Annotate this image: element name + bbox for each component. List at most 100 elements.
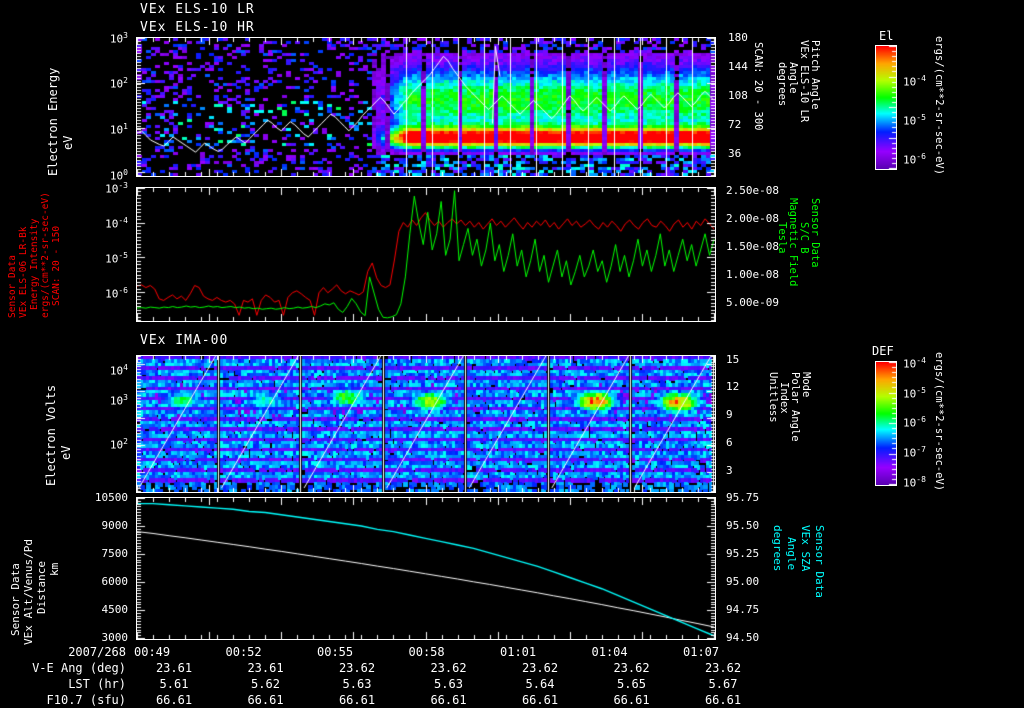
panel1-title-hr: VEx ELS-10 HR [140,20,255,35]
table-cell-time-1: 00:52 [225,645,262,659]
p3-left-axis-unit: eV [59,445,73,460]
p1-ytick-1000: 103 [109,31,128,46]
p1-right-tick-108: 108 [728,89,748,102]
p2-ytick-1e-6: 10-6 [105,286,128,301]
panel-els-spectrogram[interactable] [136,37,716,177]
table-row-label-f107: F10.7 (sfu) [46,693,126,707]
p1-right-axis-label-3: Angle [787,62,799,94]
p1-right-axis-label-4: degrees [776,62,788,107]
table-cell-f107-6: 66.61 [704,693,742,707]
colorbar-el [875,45,897,170]
p3-ytick-1e3: 103 [109,393,128,408]
p3-right-tick-3: 3 [726,464,733,477]
p2-ytick-1e-5: 10-5 [105,251,128,266]
p1-left-axis-unit: eV [61,135,75,150]
table-cell-lst-5: 5.65 [617,677,646,691]
p4-right-tick-6: 94.50 [726,631,760,644]
table-cell-ve_ang-6: 23.62 [704,661,742,675]
p2-right-axis-label-1: Sensor Data [809,198,821,268]
table-cell-f107-4: 66.61 [521,693,559,707]
p1-right-tick-180: 180 [728,31,748,44]
table-cell-lst-3: 5.63 [434,677,463,691]
panel-energy-intensity-bfield[interactable] [136,187,716,322]
p4-ytick-4500: 4500 [101,603,129,616]
cb2-tick-4: 10-7 [903,445,926,460]
p3-right-axis-label-2: Polar Angle [789,372,801,442]
p4-ytick-10500: 10500 [94,491,128,504]
p1-right-axis-label-5: SCAN: 20 - 300 [752,42,764,131]
table-cell-lst-0: 5.61 [159,677,189,691]
p4-right-tick-3: 95.25 [726,547,760,560]
p3-ytick-1e4: 104 [109,363,128,378]
p2-ytick-1e-4: 10-4 [105,216,128,231]
colorbar-def [875,361,897,486]
panel-altitude-sza[interactable] [136,497,716,640]
p4-right-axis-label-1: Sensor Data [813,525,826,598]
p1-right-axis-label-1: Pitch Angle [809,40,821,110]
table-cell-f107-1: 66.61 [247,693,284,707]
p2-left-axis-label-1: Sensor Data [7,255,18,318]
p2-left-axis-label-4: ergs/(cm**2-sr-sec-eV) [40,192,51,318]
table-cell-lst-1: 5.62 [251,677,280,691]
table-cell-lst-6: 5.67 [708,677,738,691]
cb1-tick-1: 10-4 [903,74,926,89]
p3-right-axis-label-4: Unitless [767,372,779,423]
panel1-title-lr: VEx ELS-10 LR [140,2,255,17]
p2-ytick-1e-3: 10-3 [105,181,128,196]
p2-right-axis-label-3: Magnetic Field [787,198,799,287]
p4-right-tick-2: 95.50 [726,519,760,532]
p3-right-axis-label-3: Index [778,382,790,414]
p4-left-axis-label-4: km [48,562,61,576]
cb1-unit-label: ergs/(cm**2-sr-sec-eV) [933,36,945,176]
cb2-tick-3: 10-6 [903,415,926,430]
table-cell-time-0: 00:49 [134,645,171,659]
table-row-label-date: 2007/268 [68,645,126,659]
p2-right-tick-4: 1.00e-08 [726,268,779,281]
p4-right-axis-label-4: degrees [771,525,784,572]
p2-right-tick-1: 2.50e-08 [726,184,779,197]
p1-right-axis-label-2: VEx ELS-10 LR [798,40,810,123]
panel-ima-spectrogram[interactable] [136,355,716,493]
p1-ytick-1: 100 [109,168,128,183]
p3-right-axis-label-1: Mode [800,372,812,398]
table-cell-time-2: 00:55 [317,645,354,659]
p2-right-tick-5: 5.00e-09 [726,296,779,309]
table-cell-f107-2: 66.61 [338,693,376,707]
table-cell-ve_ang-3: 23.62 [430,661,467,675]
p1-ytick-100: 102 [109,76,128,91]
colorbar-def-title: DEF [872,344,894,358]
p4-right-axis-label-3: Angle [785,537,798,571]
p3-right-tick-9: 9 [726,408,733,421]
panel3-title: VEx IMA-00 [140,333,229,348]
table-cell-lst-2: 5.63 [342,677,372,691]
p4-right-tick-1: 95.75 [726,491,760,504]
p3-left-axis-label: Electron Volts [44,384,58,486]
table-cell-time-6: 01:07 [683,645,720,659]
p4-ytick-6000: 6000 [101,575,129,588]
p3-right-tick-12: 12 [726,380,740,393]
cb2-tick-1: 10-4 [903,356,926,371]
p2-left-axis-label-5: SCAN: 20 - 150 [51,225,62,306]
p4-left-axis-label-1: Sensor Data [9,563,22,636]
table-cell-ve_ang-2: 23.62 [338,661,376,675]
cb1-tick-3: 10-6 [903,152,926,167]
p4-left-axis-label-2: VEx Alt/Venus/Pd [22,539,35,645]
p3-right-tick-15: 15 [726,353,740,366]
p4-ytick-3000: 3000 [101,631,129,644]
p1-right-tick-144: 144 [728,60,748,73]
p4-left-axis-label-3: Distance [35,561,48,614]
p3-ytick-1e2: 102 [109,437,128,452]
p1-ytick-10: 101 [109,122,128,137]
table-cell-time-5: 01:04 [591,645,628,659]
table-cell-f107-3: 66.61 [430,693,467,707]
p4-right-tick-5: 94.75 [726,603,760,616]
table-cell-lst-4: 5.64 [525,677,555,691]
table-cell-ve_ang-5: 23.62 [613,661,650,675]
cb1-tick-2: 10-5 [903,113,926,128]
p2-right-axis-label-4: Tesla [776,222,788,254]
p2-right-tick-2: 2.00e-08 [726,212,779,225]
p3-right-tick-6: 6 [726,436,733,449]
table-cell-f107-5: 66.61 [613,693,650,707]
p2-left-axis-label-2: VEx ELS-06 LR-Bk [18,226,29,318]
